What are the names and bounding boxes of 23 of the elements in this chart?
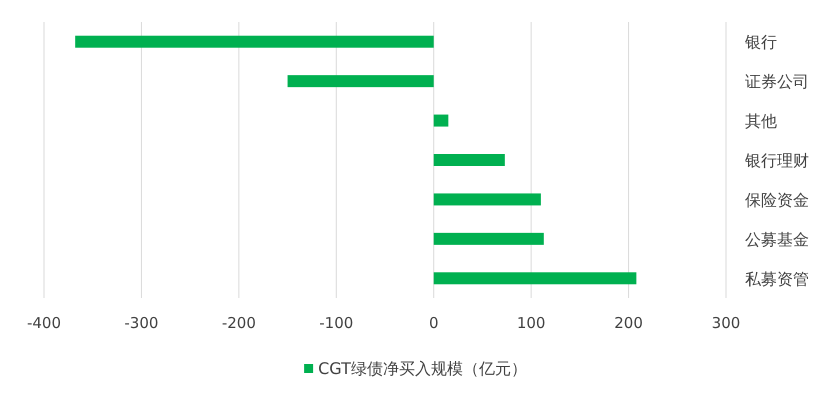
y-tick-label: 其他	[745, 112, 777, 131]
x-tick-label: -100	[319, 314, 354, 332]
bar	[434, 114, 448, 127]
x-tick-label: 100	[516, 314, 546, 332]
bar	[434, 193, 541, 206]
y-tick-label: 证券公司	[745, 72, 809, 92]
x-tick-label: -400	[26, 314, 62, 332]
x-tick-label: 0	[428, 314, 438, 332]
bar	[434, 232, 544, 245]
x-tick-label: -200	[222, 314, 256, 332]
y-tick-label: 银行	[744, 32, 777, 52]
x-tick-label: 300	[712, 314, 740, 332]
bar	[434, 154, 505, 166]
y-tick-label: 保险资金	[745, 190, 809, 210]
y-tick-label: 公募基金	[745, 230, 809, 249]
legend-label: CGT绿债净买入规模（亿元）	[318, 359, 527, 378]
y-tick-label: 银行理财	[744, 151, 809, 170]
x-tick-label: -300	[124, 314, 158, 332]
bar	[75, 36, 434, 48]
x-tick-label: 200	[614, 314, 643, 332]
bar	[434, 272, 636, 284]
bar	[288, 75, 434, 88]
y-tick-label: 私募资管	[745, 269, 809, 288]
